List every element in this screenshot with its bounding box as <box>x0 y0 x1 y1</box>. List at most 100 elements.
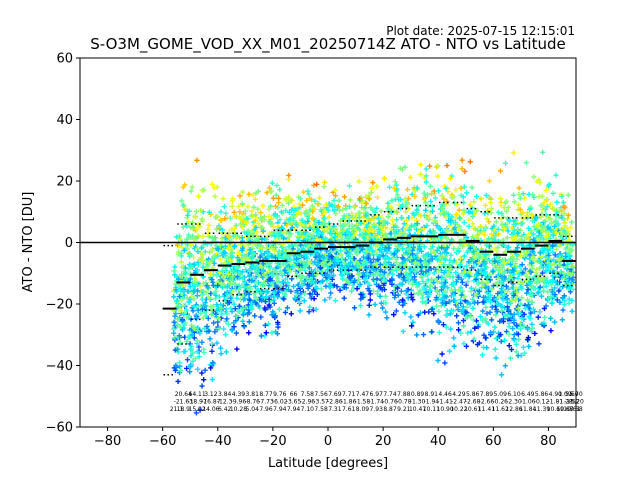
scatter-point <box>205 226 211 233</box>
scatter-point <box>341 194 348 200</box>
scatter-point <box>265 321 272 327</box>
scatter-point <box>482 316 489 322</box>
y-tick-label: 0 <box>65 236 73 251</box>
scatter-point <box>201 377 207 383</box>
scatter-point <box>297 308 303 314</box>
scatter-point <box>357 232 363 238</box>
scatter-point <box>229 198 235 204</box>
scatter-point <box>283 283 289 289</box>
scatter-point <box>314 291 320 298</box>
scatter-point <box>544 197 550 203</box>
scatter-point <box>239 189 246 195</box>
scatter-point <box>199 339 205 345</box>
x-axis-label: Latitude [degrees] <box>268 456 388 471</box>
scatter-point <box>447 274 453 280</box>
scatter-point <box>399 246 406 252</box>
scatter-point <box>242 208 248 214</box>
scatter-point <box>429 306 435 313</box>
scatter-point <box>222 216 228 222</box>
scatter-point <box>328 269 334 275</box>
scatter-point <box>466 217 472 223</box>
scatter-point <box>329 203 335 209</box>
scatter-point <box>217 256 223 263</box>
scatter-point <box>365 280 371 286</box>
scatter-point <box>291 283 297 290</box>
scatter-point <box>536 265 543 271</box>
scatter-point <box>235 308 241 314</box>
scatter-point <box>174 322 181 328</box>
chart-title: S-O3M_GOME_VOD_XX_M01_20250714Z ATO - NT… <box>90 35 566 54</box>
scatter-point <box>501 260 508 266</box>
y-tick-label: 60 <box>56 52 73 67</box>
scatter-point <box>553 172 559 178</box>
scatter-point <box>523 160 530 166</box>
scatter-point <box>222 332 229 338</box>
bin-stat-label: 7.96 <box>259 406 273 413</box>
bin-stat-label: 4.46 <box>438 391 452 398</box>
scatter-point <box>529 218 535 224</box>
scatter-point <box>177 360 183 366</box>
scatter-point <box>347 197 353 203</box>
scatter-point <box>497 168 504 174</box>
scatter-point <box>524 297 531 303</box>
scatter-point <box>175 378 181 385</box>
scatter-point <box>444 250 450 256</box>
scatter-point <box>529 299 535 305</box>
bin-stat-label: 6.49 <box>521 391 535 398</box>
scatter-point <box>184 236 190 242</box>
scatter-point <box>444 198 450 205</box>
scatter-point <box>536 194 542 200</box>
scatter-point <box>302 267 308 273</box>
scatter-point <box>246 191 252 197</box>
scatter-point <box>488 199 494 206</box>
scatter-point <box>264 245 270 251</box>
scatter-point <box>547 201 554 208</box>
scatter-point <box>422 192 428 199</box>
scatter-point <box>489 231 495 237</box>
scatter-point <box>214 214 220 220</box>
scatter-point <box>525 326 531 332</box>
scatter-point <box>538 293 545 299</box>
scatter-point <box>191 254 197 261</box>
scatter-point <box>550 249 556 255</box>
scatter-point <box>514 245 520 251</box>
scatter-point <box>209 348 215 354</box>
scatter-point <box>199 370 205 376</box>
scatter-point <box>221 203 227 210</box>
scatter-point <box>286 194 292 200</box>
scatter-point <box>471 199 477 205</box>
scatter-point <box>417 310 424 316</box>
scatter-point <box>391 185 397 191</box>
scatter-point <box>227 258 233 264</box>
scatter-point <box>194 157 200 163</box>
scatter-point <box>451 335 457 341</box>
scatter-point <box>186 299 192 305</box>
scatter-point <box>462 168 468 174</box>
scatter-point <box>520 210 526 216</box>
scatter-point <box>407 174 414 181</box>
scatter-point <box>569 297 575 304</box>
scatter-point <box>502 160 509 166</box>
scatter-point <box>274 182 280 189</box>
scatter-point <box>369 185 375 191</box>
scatter-point <box>569 219 575 225</box>
scatter-point <box>357 303 364 309</box>
scatter-point <box>524 290 530 296</box>
scatter-point <box>175 276 182 282</box>
bin-stat-label: 7.56 <box>314 391 328 398</box>
scatter-point <box>550 205 556 212</box>
scatter-point <box>405 201 411 207</box>
scatter-point <box>177 236 183 242</box>
scatter-point <box>498 372 505 378</box>
scatter-point <box>184 357 191 363</box>
scatter-point <box>448 252 454 258</box>
scatter-point <box>469 205 475 211</box>
scatter-point <box>443 312 449 318</box>
scatter-point <box>408 291 414 298</box>
scatter-point <box>537 180 543 186</box>
scatter-point <box>522 305 529 311</box>
scatter-point <box>382 309 389 315</box>
scatter-point <box>191 236 197 242</box>
scatter-point <box>430 217 437 223</box>
scatter-point <box>368 190 374 196</box>
